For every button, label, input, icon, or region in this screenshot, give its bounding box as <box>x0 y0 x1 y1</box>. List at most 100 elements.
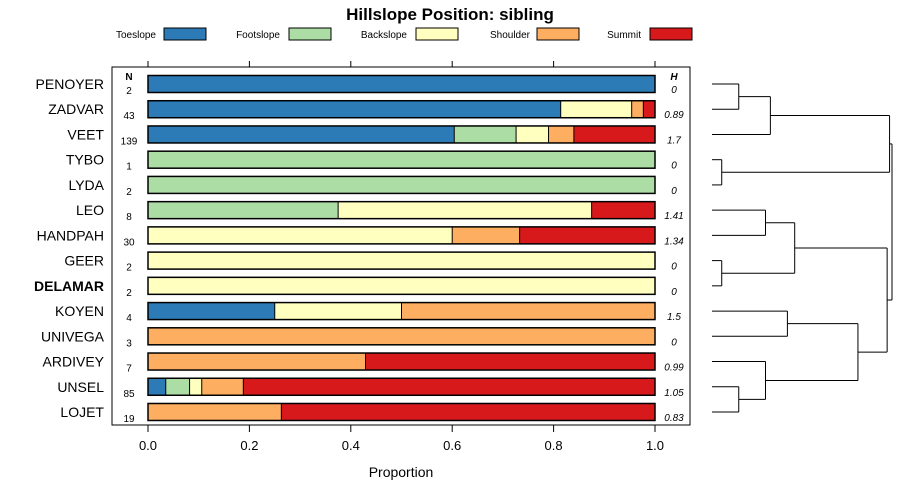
h-value-leo: 1.41 <box>664 211 683 222</box>
bar-segment-lyda-footslope <box>148 176 655 194</box>
n-value-handpah: 30 <box>123 237 135 248</box>
bar-segment-koyen-backslope <box>274 302 402 320</box>
bar-segment-handpah-backslope <box>148 226 453 244</box>
legend-label-toeslope: Toeslope <box>116 30 156 41</box>
bar-segment-geer-backslope <box>148 252 655 270</box>
x-axis: 0.0 0.2 0.4 0.6 0.8 1.0 <box>139 61 664 453</box>
bar-outline-leo <box>147 200 656 220</box>
n-value-zadvar: 43 <box>123 111 135 122</box>
row-label-handpah: HANDPAH <box>37 227 104 243</box>
n-value-geer: 2 <box>126 263 132 274</box>
h-column-header: H <box>670 72 678 83</box>
n-value-lyda: 2 <box>126 187 132 198</box>
n-value-veet: 139 <box>121 136 138 147</box>
n-value-leo: 8 <box>126 212 132 223</box>
h-value-koyen: 1.5 <box>667 312 681 323</box>
legend-swatch-shoulder <box>536 27 580 41</box>
bar-outline-unsel <box>147 377 656 397</box>
x-tick-label: 0.6 <box>443 438 461 453</box>
legend-swatch-footslope <box>288 27 332 41</box>
h-value-delamar: 0 <box>671 287 677 298</box>
row-label-lyda: LYDA <box>68 177 104 193</box>
row-label-veet: VEET <box>67 126 104 142</box>
row-label-tybo: TYBO <box>66 152 104 168</box>
bar-segment-univega-shoulder <box>148 327 655 345</box>
bar-outline-lyda <box>147 175 656 195</box>
legend-swatch-summit <box>649 27 693 41</box>
bar-segment-delamar-backslope <box>148 277 655 295</box>
bar-segment-tybo-footslope <box>148 151 655 169</box>
x-axis-title: Proportion <box>369 464 434 480</box>
bar-segment-koyen-toeslope <box>148 302 275 320</box>
row-label-delamar: DELAMAR <box>34 278 104 294</box>
n-value-lojet: 19 <box>123 414 135 425</box>
bar-segment-handpah-shoulder <box>452 226 520 244</box>
legend: Toeslope Footslope Backslope Shoulder Summit <box>116 27 693 41</box>
bar-outline-koyen <box>147 301 656 321</box>
bar-segment-veet-footslope <box>454 125 517 143</box>
legend-label-backslope: Backslope <box>361 30 408 41</box>
bar-segment-leo-summit <box>591 201 655 219</box>
legend-swatch-toeslope <box>163 27 207 41</box>
x-tick-label: 0.2 <box>240 438 258 453</box>
bar-segment-unsel-backslope <box>189 378 202 396</box>
bar-outline-veet <box>147 125 656 144</box>
h-value-handpah: 1.34 <box>664 236 684 247</box>
bar-segment-zadvar-shoulder <box>631 100 644 118</box>
bar-outline-univega <box>147 327 656 346</box>
bar-outline-geer <box>147 251 656 270</box>
bar-segment-leo-footslope <box>148 201 339 219</box>
row-label-univega: UNIVEGA <box>41 328 105 344</box>
bar-segment-ardivey-summit <box>365 353 655 371</box>
bar-outline-handpah <box>147 226 656 245</box>
bar-segment-unsel-summit <box>243 378 656 396</box>
legend-label-summit: Summit <box>607 30 641 41</box>
n-value-penoyer: 2 <box>126 86 132 97</box>
bar-segment-leo-backslope <box>338 201 592 219</box>
n-value-koyen: 4 <box>126 313 132 324</box>
bar-segment-ardivey-shoulder <box>148 353 366 371</box>
bar-segment-unsel-shoulder <box>201 378 244 396</box>
bar-segment-unsel-footslope <box>165 378 190 396</box>
bar-segment-veet-summit <box>573 125 655 143</box>
legend-swatch-backslope <box>415 27 459 41</box>
bar-segment-veet-backslope <box>516 125 549 143</box>
bar-segment-koyen-shoulder <box>401 302 655 320</box>
h-value-lojet: 0.83 <box>664 413 684 424</box>
n-value-ardivey: 7 <box>126 364 132 375</box>
row-label-unsel: UNSEL <box>57 379 104 395</box>
bar-segment-zadvar-backslope <box>560 100 632 118</box>
row-label-leo: LEO <box>76 202 104 218</box>
h-value-ardivey: 0.99 <box>664 363 684 374</box>
bar-segment-handpah-summit <box>519 226 655 244</box>
bar-outline-tybo <box>147 150 656 169</box>
h-value-lyda: 0 <box>671 186 677 197</box>
bar-segment-penoyer-toeslope <box>148 75 655 93</box>
row-label-lojet: LOJET <box>60 404 104 420</box>
chart-title: Hillslope Position: sibling <box>346 5 554 24</box>
x-tick-label: 0.8 <box>545 438 563 453</box>
row-label-penoyer: PENOYER <box>36 76 104 92</box>
legend-label-footslope: Footslope <box>236 30 280 41</box>
row-label-zadvar: ZADVAR <box>48 101 104 117</box>
h-value-geer: 0 <box>671 262 677 273</box>
bar-outline-lojet <box>147 402 656 422</box>
bar-outline-penoyer <box>147 74 656 94</box>
bar-segment-zadvar-summit <box>643 100 655 118</box>
bar-segment-veet-shoulder <box>548 125 574 143</box>
x-tick-label: 0.4 <box>342 438 360 453</box>
bar-segment-lojet-shoulder <box>148 403 282 421</box>
x-tick-label: 1.0 <box>646 438 664 453</box>
n-value-tybo: 1 <box>126 162 132 173</box>
h-value-penoyer: 0 <box>671 85 677 96</box>
row-label-geer: GEER <box>64 253 104 269</box>
row-label-ardivey: ARDIVEY <box>43 354 105 370</box>
bar-outline-zadvar <box>147 99 656 119</box>
plot-frame <box>111 66 691 426</box>
n-value-univega: 3 <box>126 338 132 349</box>
bar-outline-ardivey <box>147 352 656 371</box>
x-tick-label: 0.0 <box>139 438 157 453</box>
h-value-tybo: 0 <box>671 161 677 172</box>
